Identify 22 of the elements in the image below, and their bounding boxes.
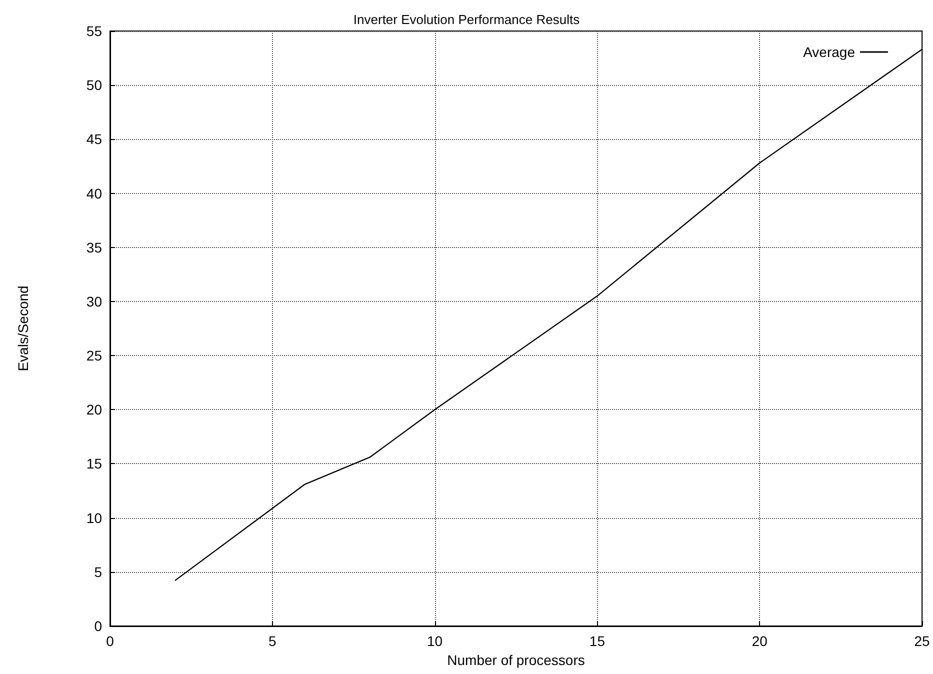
y-tick-label: 0 xyxy=(94,618,102,634)
x-tick-label: 25 xyxy=(914,633,930,649)
y-tick-label: 35 xyxy=(86,239,102,256)
y-tick-label: 50 xyxy=(86,77,102,94)
y-tick-label: 55 xyxy=(86,23,102,39)
y-tick-label: 20 xyxy=(86,402,102,418)
x-tick-label: 10 xyxy=(427,633,443,649)
y-tick-label: 40 xyxy=(86,185,102,202)
y-tick-label: 45 xyxy=(86,131,102,148)
y-tick-label: 15 xyxy=(86,456,102,472)
y-tick-label: 10 xyxy=(86,510,102,526)
y-axis-title: Evals/Second xyxy=(15,286,31,372)
x-tick-label: 20 xyxy=(752,633,768,649)
y-tick-label: 30 xyxy=(86,293,102,310)
x-tick-label: 15 xyxy=(589,633,606,649)
x-axis-title: Number of processors xyxy=(447,652,585,668)
legend-label: Average xyxy=(803,44,856,60)
y-tick-label: 5 xyxy=(94,564,102,580)
x-tick-label: 0 xyxy=(106,633,114,649)
y-tick-label: 25 xyxy=(86,348,102,364)
chart-title: Inverter Evolution Performance Results xyxy=(353,12,580,27)
x-tick-label: 5 xyxy=(268,633,276,649)
